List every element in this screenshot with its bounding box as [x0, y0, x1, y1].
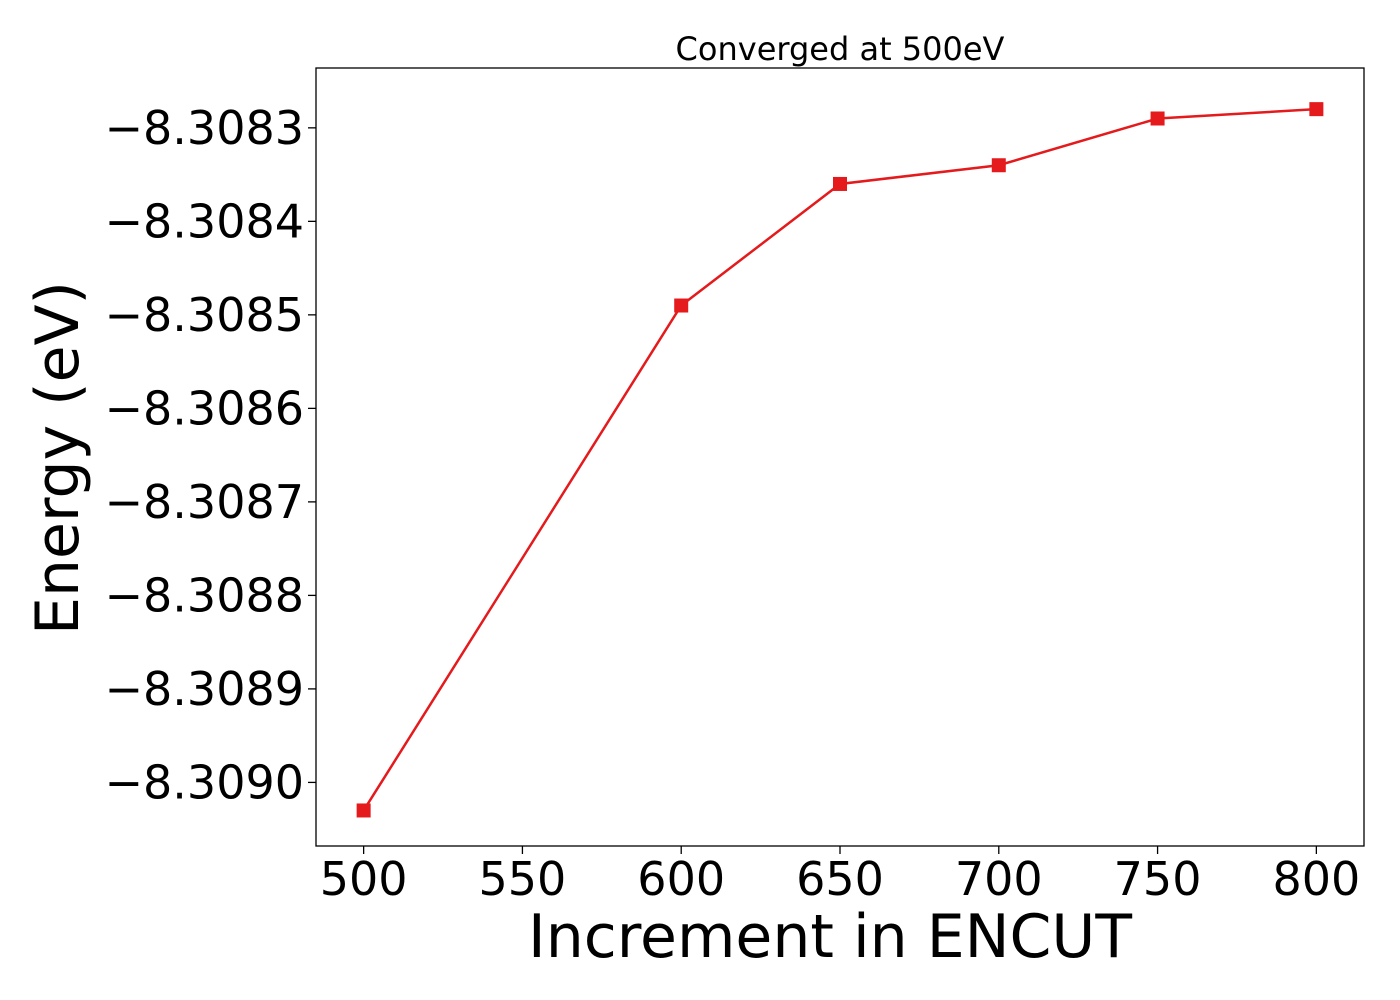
y-tick-label: −8.3089: [105, 662, 305, 716]
data-point: [833, 176, 847, 191]
data-point: [356, 803, 371, 818]
y-tick-label: −8.3083: [105, 101, 305, 155]
data-point: [1150, 111, 1165, 126]
x-axis-label: Increment in ENCUT: [528, 902, 1132, 972]
y-axis-label: Energy (eV): [23, 281, 93, 635]
y-tick-label: −8.3088: [105, 568, 305, 622]
y-tick-label: −8.3085: [105, 288, 305, 342]
y-tick-label: −8.3087: [105, 475, 305, 529]
plot-area: [315, 67, 1365, 847]
y-tick-label: −8.3090: [105, 755, 305, 809]
data-point: [1309, 102, 1324, 117]
data-point: [674, 298, 689, 313]
x-tick-label: 550: [479, 852, 567, 906]
x-tick-label: 700: [955, 852, 1043, 906]
x-tick-label: 600: [637, 852, 725, 906]
x-tick-label: 500: [320, 852, 408, 906]
x-tick-label: 750: [1114, 852, 1202, 906]
x-tick-label: 800: [1272, 852, 1360, 906]
y-tick-label: −8.3086: [105, 381, 305, 435]
chart-title: Converged at 500eV: [676, 30, 1005, 68]
y-tick-label: −8.3084: [105, 194, 305, 248]
series-line: [362, 107, 1317, 812]
x-tick-label: 650: [796, 852, 884, 906]
axis-ticks: 500 550 600 650 700 750 800 −8.3090 −8.3089 −8.30…: [105, 101, 1361, 906]
data-point: [991, 158, 1006, 173]
